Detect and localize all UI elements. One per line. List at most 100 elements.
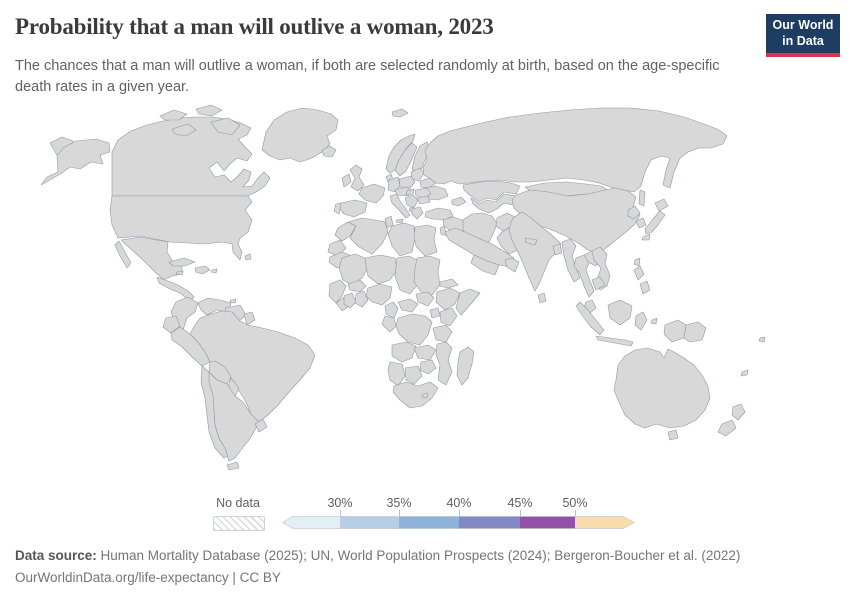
region-tierra-del-fuego[interactable] bbox=[226, 461, 240, 471]
region-eritrea[interactable] bbox=[439, 278, 459, 289]
region-russia[interactable] bbox=[422, 107, 728, 193]
region-yemen[interactable] bbox=[470, 254, 500, 276]
region-oman[interactable] bbox=[504, 257, 520, 273]
region-kazakhstan[interactable] bbox=[462, 180, 521, 203]
region-mozambique-malawi[interactable] bbox=[435, 341, 453, 386]
region-svalbard[interactable] bbox=[391, 108, 409, 118]
region-namibia[interactable] bbox=[387, 361, 406, 387]
region-cameroon[interactable] bbox=[384, 301, 399, 319]
region-niger[interactable] bbox=[364, 254, 398, 285]
owid-logo[interactable]: Our World in Data bbox=[766, 14, 840, 57]
region-mexico[interactable] bbox=[120, 236, 183, 281]
region-mali[interactable] bbox=[338, 253, 369, 286]
region-zimbabwe[interactable] bbox=[419, 359, 437, 375]
region-new-caledonia[interactable] bbox=[740, 369, 749, 377]
region-vietnam[interactable] bbox=[591, 246, 611, 291]
region-baja-california[interactable] bbox=[114, 240, 132, 269]
legend-bin-lt30[interactable] bbox=[293, 516, 340, 529]
region-trinidad[interactable] bbox=[229, 298, 237, 304]
region-jamaica[interactable] bbox=[175, 270, 184, 276]
region-hispaniola[interactable] bbox=[194, 265, 211, 275]
region-uk[interactable] bbox=[349, 164, 365, 192]
region-new-zealand-south[interactable] bbox=[717, 419, 737, 437]
region-hungary[interactable] bbox=[405, 188, 415, 196]
region-myanmar[interactable] bbox=[561, 238, 581, 283]
region-angola[interactable] bbox=[391, 341, 417, 363]
region-botswana[interactable] bbox=[404, 365, 423, 385]
region-arctic-island-2[interactable] bbox=[195, 104, 223, 117]
region-tasmania[interactable] bbox=[667, 429, 679, 441]
region-cambodia[interactable] bbox=[591, 276, 606, 291]
region-argentina[interactable] bbox=[208, 371, 260, 462]
region-senegal-guinea[interactable] bbox=[328, 279, 347, 304]
region-japan-honshu[interactable] bbox=[644, 210, 666, 235]
region-kenya[interactable] bbox=[439, 307, 458, 327]
region-portugal[interactable] bbox=[333, 202, 342, 215]
region-java[interactable] bbox=[595, 335, 634, 347]
region-sri-lanka[interactable] bbox=[537, 292, 547, 304]
region-central-america[interactable] bbox=[156, 276, 195, 302]
legend-bin-45-50[interactable] bbox=[520, 516, 575, 529]
region-sweden[interactable] bbox=[394, 142, 418, 177]
region-madagascar[interactable] bbox=[456, 346, 475, 386]
region-brazil[interactable] bbox=[189, 310, 316, 423]
region-uganda[interactable] bbox=[429, 307, 441, 319]
region-papua-new-guinea[interactable] bbox=[683, 321, 707, 343]
region-philippines-north[interactable] bbox=[633, 265, 645, 281]
region-french-guiana[interactable] bbox=[243, 311, 256, 326]
region-central-african-republic[interactable] bbox=[397, 298, 419, 313]
region-new-zealand-north[interactable] bbox=[731, 403, 746, 421]
region-alaska[interactable] bbox=[40, 138, 111, 186]
region-japan-kyushu[interactable] bbox=[641, 233, 651, 241]
region-new-guinea-west[interactable] bbox=[663, 319, 687, 343]
region-sakhalin[interactable] bbox=[638, 189, 646, 207]
legend-bin-40-45[interactable] bbox=[459, 516, 520, 529]
region-libya[interactable] bbox=[387, 222, 416, 257]
region-tanzania[interactable] bbox=[432, 324, 453, 343]
region-spain[interactable] bbox=[338, 199, 368, 218]
region-egypt[interactable] bbox=[413, 224, 438, 257]
region-baffin-island[interactable] bbox=[210, 117, 241, 136]
region-india[interactable] bbox=[508, 211, 562, 292]
region-greenland[interactable] bbox=[261, 107, 339, 163]
region-ecuador[interactable] bbox=[162, 315, 181, 334]
region-sulawesi[interactable] bbox=[634, 311, 648, 331]
region-norway[interactable] bbox=[385, 133, 416, 174]
region-sudan[interactable] bbox=[413, 255, 441, 296]
region-lesotho[interactable] bbox=[421, 392, 429, 399]
region-arctic-island-1[interactable] bbox=[159, 109, 188, 121]
region-bahamas[interactable] bbox=[244, 253, 252, 261]
region-bangladesh[interactable] bbox=[552, 243, 563, 256]
legend-no-data-swatch[interactable] bbox=[213, 516, 265, 531]
region-zambia[interactable] bbox=[413, 344, 437, 361]
region-south-sudan[interactable] bbox=[415, 291, 435, 307]
region-australia[interactable] bbox=[613, 347, 711, 429]
region-algeria[interactable] bbox=[347, 217, 389, 255]
region-drc[interactable] bbox=[395, 313, 433, 346]
region-sumatra[interactable] bbox=[575, 301, 605, 336]
region-cuba[interactable] bbox=[168, 257, 196, 267]
legend-bin-35-40[interactable] bbox=[399, 516, 459, 529]
region-nigeria[interactable] bbox=[365, 283, 393, 306]
region-somalia[interactable] bbox=[455, 288, 481, 316]
region-fiji[interactable] bbox=[758, 336, 766, 343]
region-tunisia[interactable] bbox=[384, 215, 394, 229]
region-greece[interactable] bbox=[411, 206, 424, 220]
region-sicily[interactable] bbox=[395, 218, 404, 224]
region-usa[interactable] bbox=[109, 195, 253, 261]
region-france[interactable] bbox=[358, 183, 386, 204]
region-iceland[interactable] bbox=[321, 145, 337, 158]
region-victoria-island[interactable] bbox=[171, 123, 197, 137]
region-taiwan[interactable] bbox=[633, 257, 641, 267]
legend-arrow-right[interactable] bbox=[623, 516, 635, 529]
region-uruguay[interactable] bbox=[254, 418, 268, 433]
region-south-africa[interactable] bbox=[392, 381, 439, 409]
region-italy[interactable] bbox=[389, 193, 411, 219]
region-burkina-faso[interactable] bbox=[347, 279, 367, 293]
region-ghana-togo-benin[interactable] bbox=[354, 290, 369, 308]
region-south-korea[interactable] bbox=[635, 217, 647, 229]
region-borneo[interactable] bbox=[607, 299, 633, 326]
region-balkans[interactable] bbox=[404, 194, 419, 209]
region-ethiopia[interactable] bbox=[435, 287, 461, 311]
region-caucasus[interactable] bbox=[451, 196, 467, 207]
